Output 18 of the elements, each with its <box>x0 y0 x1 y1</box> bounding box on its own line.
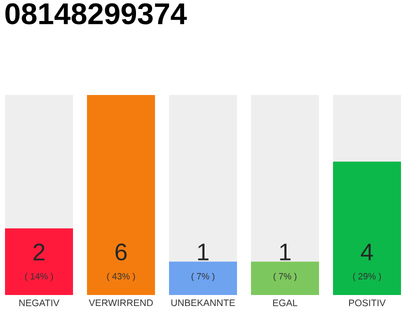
x-tick-label: POSITIV <box>349 300 386 306</box>
chart-title: 08148299374 <box>5 3 187 24</box>
bar <box>251 262 320 295</box>
annotation: ( 43% ) <box>107 272 135 282</box>
x-tick-label: EGAL <box>273 300 298 306</box>
annotation: ( 7% ) <box>274 272 296 282</box>
annotation: ( 7% ) <box>192 272 214 282</box>
x-tick-label: NEGATIV <box>19 300 60 306</box>
bar <box>169 262 238 295</box>
x-tick-label: VERWIRREND <box>88 300 153 306</box>
annotation: ( 29% ) <box>353 272 381 282</box>
annotation: ( 14% ) <box>25 272 53 282</box>
x-tick-label: UNBEKANNTE <box>171 300 235 306</box>
data-label: 4 <box>360 244 373 260</box>
data-label: 1 <box>198 244 208 260</box>
data-label: 6 <box>116 244 127 260</box>
data-label: 1 <box>280 244 290 260</box>
data-label: 2 <box>34 244 44 260</box>
